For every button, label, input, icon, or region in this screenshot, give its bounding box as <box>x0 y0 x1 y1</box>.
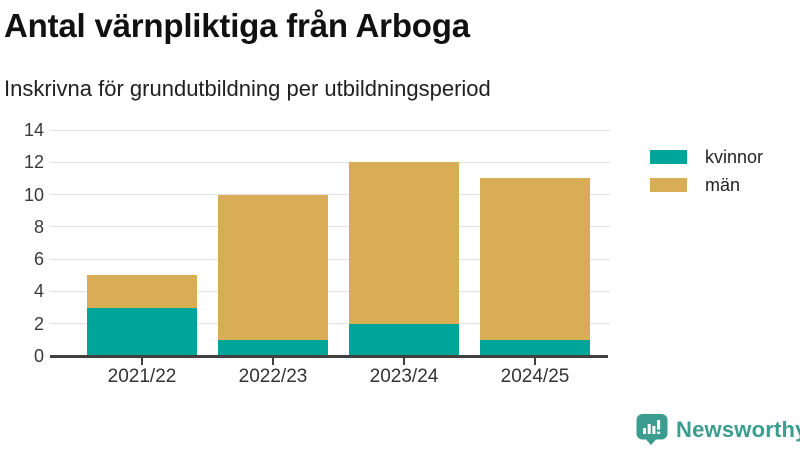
y-axis-label: 12 <box>23 152 44 173</box>
bar-segment-män <box>480 178 590 340</box>
bar-segment-kvinnor <box>349 323 459 356</box>
y-axis-label: 10 <box>23 184 44 205</box>
gridline-y6 <box>50 258 610 260</box>
gridline-y4 <box>50 290 610 292</box>
chart-subtitle: Inskrivna för grundutbildning per utbild… <box>4 76 491 101</box>
x-axis-line <box>50 355 608 358</box>
x-axis-tick <box>534 358 536 365</box>
y-axis-label: 8 <box>33 216 44 237</box>
y-axis-label: 0 <box>33 346 44 366</box>
gridline-y14 <box>50 129 610 131</box>
gridline-y2 <box>50 323 610 325</box>
y-axis-label: 6 <box>33 249 44 270</box>
y-axis-label: 4 <box>33 281 44 302</box>
legend-swatch-kvinnor <box>650 150 687 164</box>
y-axis-label: 2 <box>33 313 44 334</box>
legend-label: kvinnor <box>705 147 764 167</box>
legend-label: män <box>705 175 741 195</box>
x-axis-label: 2022/23 <box>238 366 308 387</box>
bar-segment-män <box>349 162 459 324</box>
gridline-y8 <box>50 226 610 228</box>
newsworthy-logo-text: Newsworthy <box>676 416 800 442</box>
bar-segment-kvinnor <box>87 307 197 356</box>
x-axis-label: 2021/22 <box>107 366 177 387</box>
x-axis-label: 2024/25 <box>500 366 570 387</box>
gridline-y10 <box>50 194 610 196</box>
gridline-y12 <box>50 161 610 163</box>
bar-segment-kvinnor <box>218 339 328 356</box>
x-axis-tick <box>403 358 405 365</box>
legend: kvinnor män <box>650 147 763 203</box>
legend-item-kvinnor: kvinnor <box>650 147 763 167</box>
newsworthy-logo[interactable]: Newsworthy <box>635 413 800 446</box>
bar-segment-män <box>218 194 328 340</box>
legend-swatch-män <box>650 178 687 192</box>
bar-segment-män <box>87 275 197 308</box>
x-axis-tick <box>272 358 274 365</box>
legend-item-män: män <box>650 175 763 195</box>
x-axis-label: 2023/24 <box>369 366 439 387</box>
chart-title: Antal värnpliktiga från Arboga <box>4 7 470 44</box>
bar-chart-speech-bubble-icon <box>636 414 668 446</box>
bar-segment-kvinnor <box>480 339 590 356</box>
x-axis-tick <box>141 358 143 365</box>
y-axis-label: 14 <box>23 120 44 140</box>
